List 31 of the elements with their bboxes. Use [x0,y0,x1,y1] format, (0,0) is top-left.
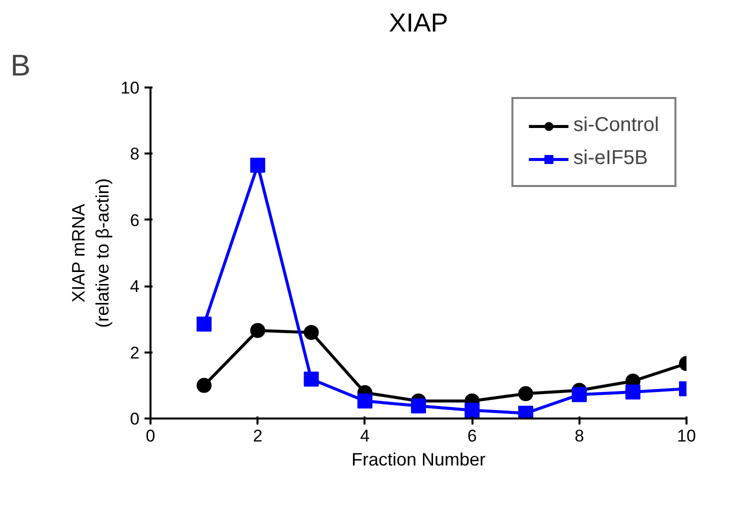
y-tick-label: 4 [130,277,140,296]
text: B [10,50,31,82]
point [464,402,480,418]
x-tick-label: 10 [677,426,696,446]
point [572,387,587,402]
point [357,393,372,408]
point [411,398,426,414]
point [304,324,319,340]
point [250,158,266,173]
point [196,378,212,393]
point [518,386,534,402]
x-tick-label: 2 [252,426,262,446]
x-tick-label: 4 [360,426,370,446]
y-tick-label: 0 [130,410,140,428]
y-tick-label: 6 [130,210,140,230]
x-tick-label: 6 [467,426,477,446]
point [250,322,266,338]
x-tick-label: 8 [574,426,584,446]
point [518,406,534,418]
point [625,384,640,400]
legend-label: si-eIF5B [573,147,648,170]
y-axis-title: XIAP mRNA (relative to β-actin) [68,178,113,328]
point [304,372,319,387]
chart-title: XIAP [388,8,448,38]
y-tick-label: 2 [130,343,140,362]
x-axis-title: Fraction Number [351,450,486,470]
point [196,316,212,332]
x-tick-label: 0 [146,426,156,446]
legend-label: si-Control [573,114,659,137]
y-tick-label: 8 [130,144,140,164]
y-tick-label: 10 [120,78,140,98]
